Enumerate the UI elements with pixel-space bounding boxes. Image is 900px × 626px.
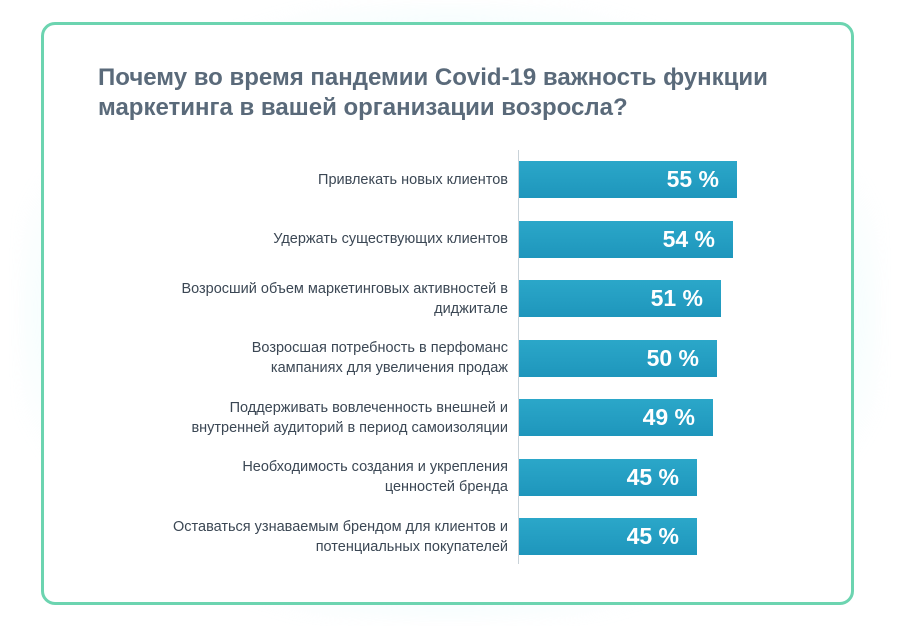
category-label-line: кампаниях для увеличения продаж bbox=[270, 360, 508, 376]
category-label-line: ценностей бренда bbox=[384, 479, 508, 495]
category-label-line: Поддерживать вовлеченность внешней и bbox=[229, 399, 508, 416]
bar-value-label: 45 % bbox=[626, 523, 679, 549]
bar-value-label: 49 % bbox=[642, 404, 695, 430]
bar-value-label: 54 % bbox=[662, 225, 715, 252]
category-label-line: Оставаться узнаваемым брендом для клиент… bbox=[173, 518, 508, 535]
category-label-line: Возросшая потребность в перфоманс bbox=[251, 340, 508, 356]
bar-value-label: 55 % bbox=[666, 166, 719, 192]
category-label-line: Удержать существующих клиентов bbox=[273, 231, 508, 247]
bar-value-label: 50 % bbox=[646, 344, 699, 371]
category-label-line: Привлекать новых клиентов bbox=[318, 171, 508, 188]
bar: 55 % bbox=[519, 161, 737, 198]
category-label: Необходимость создания и укрепления ценно… bbox=[108, 457, 508, 497]
category-label-line: внутренней аудиторий в период самоизоляц… bbox=[191, 419, 508, 436]
category-label-line: потенциальных покупателей bbox=[315, 538, 508, 555]
bar: 50 % bbox=[519, 339, 717, 377]
category-label: Поддерживать вовлеченность внешней и внут… bbox=[108, 398, 508, 438]
category-label: Привлекать новых клиентов bbox=[108, 170, 508, 190]
category-label-line: Возросший объем маркетинговых активносте… bbox=[181, 280, 508, 297]
category-label: Удержать существующих клиентов bbox=[108, 229, 508, 249]
chart-title: Почему во время пандемии Covid-19 важнос… bbox=[98, 64, 768, 121]
bar: 49 % bbox=[519, 399, 713, 436]
category-label: Возросший объем маркетинговых активносте… bbox=[108, 279, 508, 319]
category-label-line: Необходимость создания и укрепления bbox=[242, 459, 508, 475]
bar: 45 % bbox=[519, 518, 697, 555]
category-axis-line bbox=[518, 150, 519, 564]
category-label: Возросшая потребность в перфоманс кампани… bbox=[108, 338, 508, 378]
bar: 45 % bbox=[519, 458, 697, 496]
category-label-line: диджитале bbox=[434, 300, 508, 317]
category-label: Оставаться узнаваемым брендом для клиент… bbox=[108, 517, 508, 557]
bar-value-label: 51 % bbox=[650, 285, 703, 311]
bar: 51 % bbox=[519, 280, 721, 317]
bar-value-label: 45 % bbox=[626, 463, 679, 490]
bar: 54 % bbox=[519, 220, 733, 258]
